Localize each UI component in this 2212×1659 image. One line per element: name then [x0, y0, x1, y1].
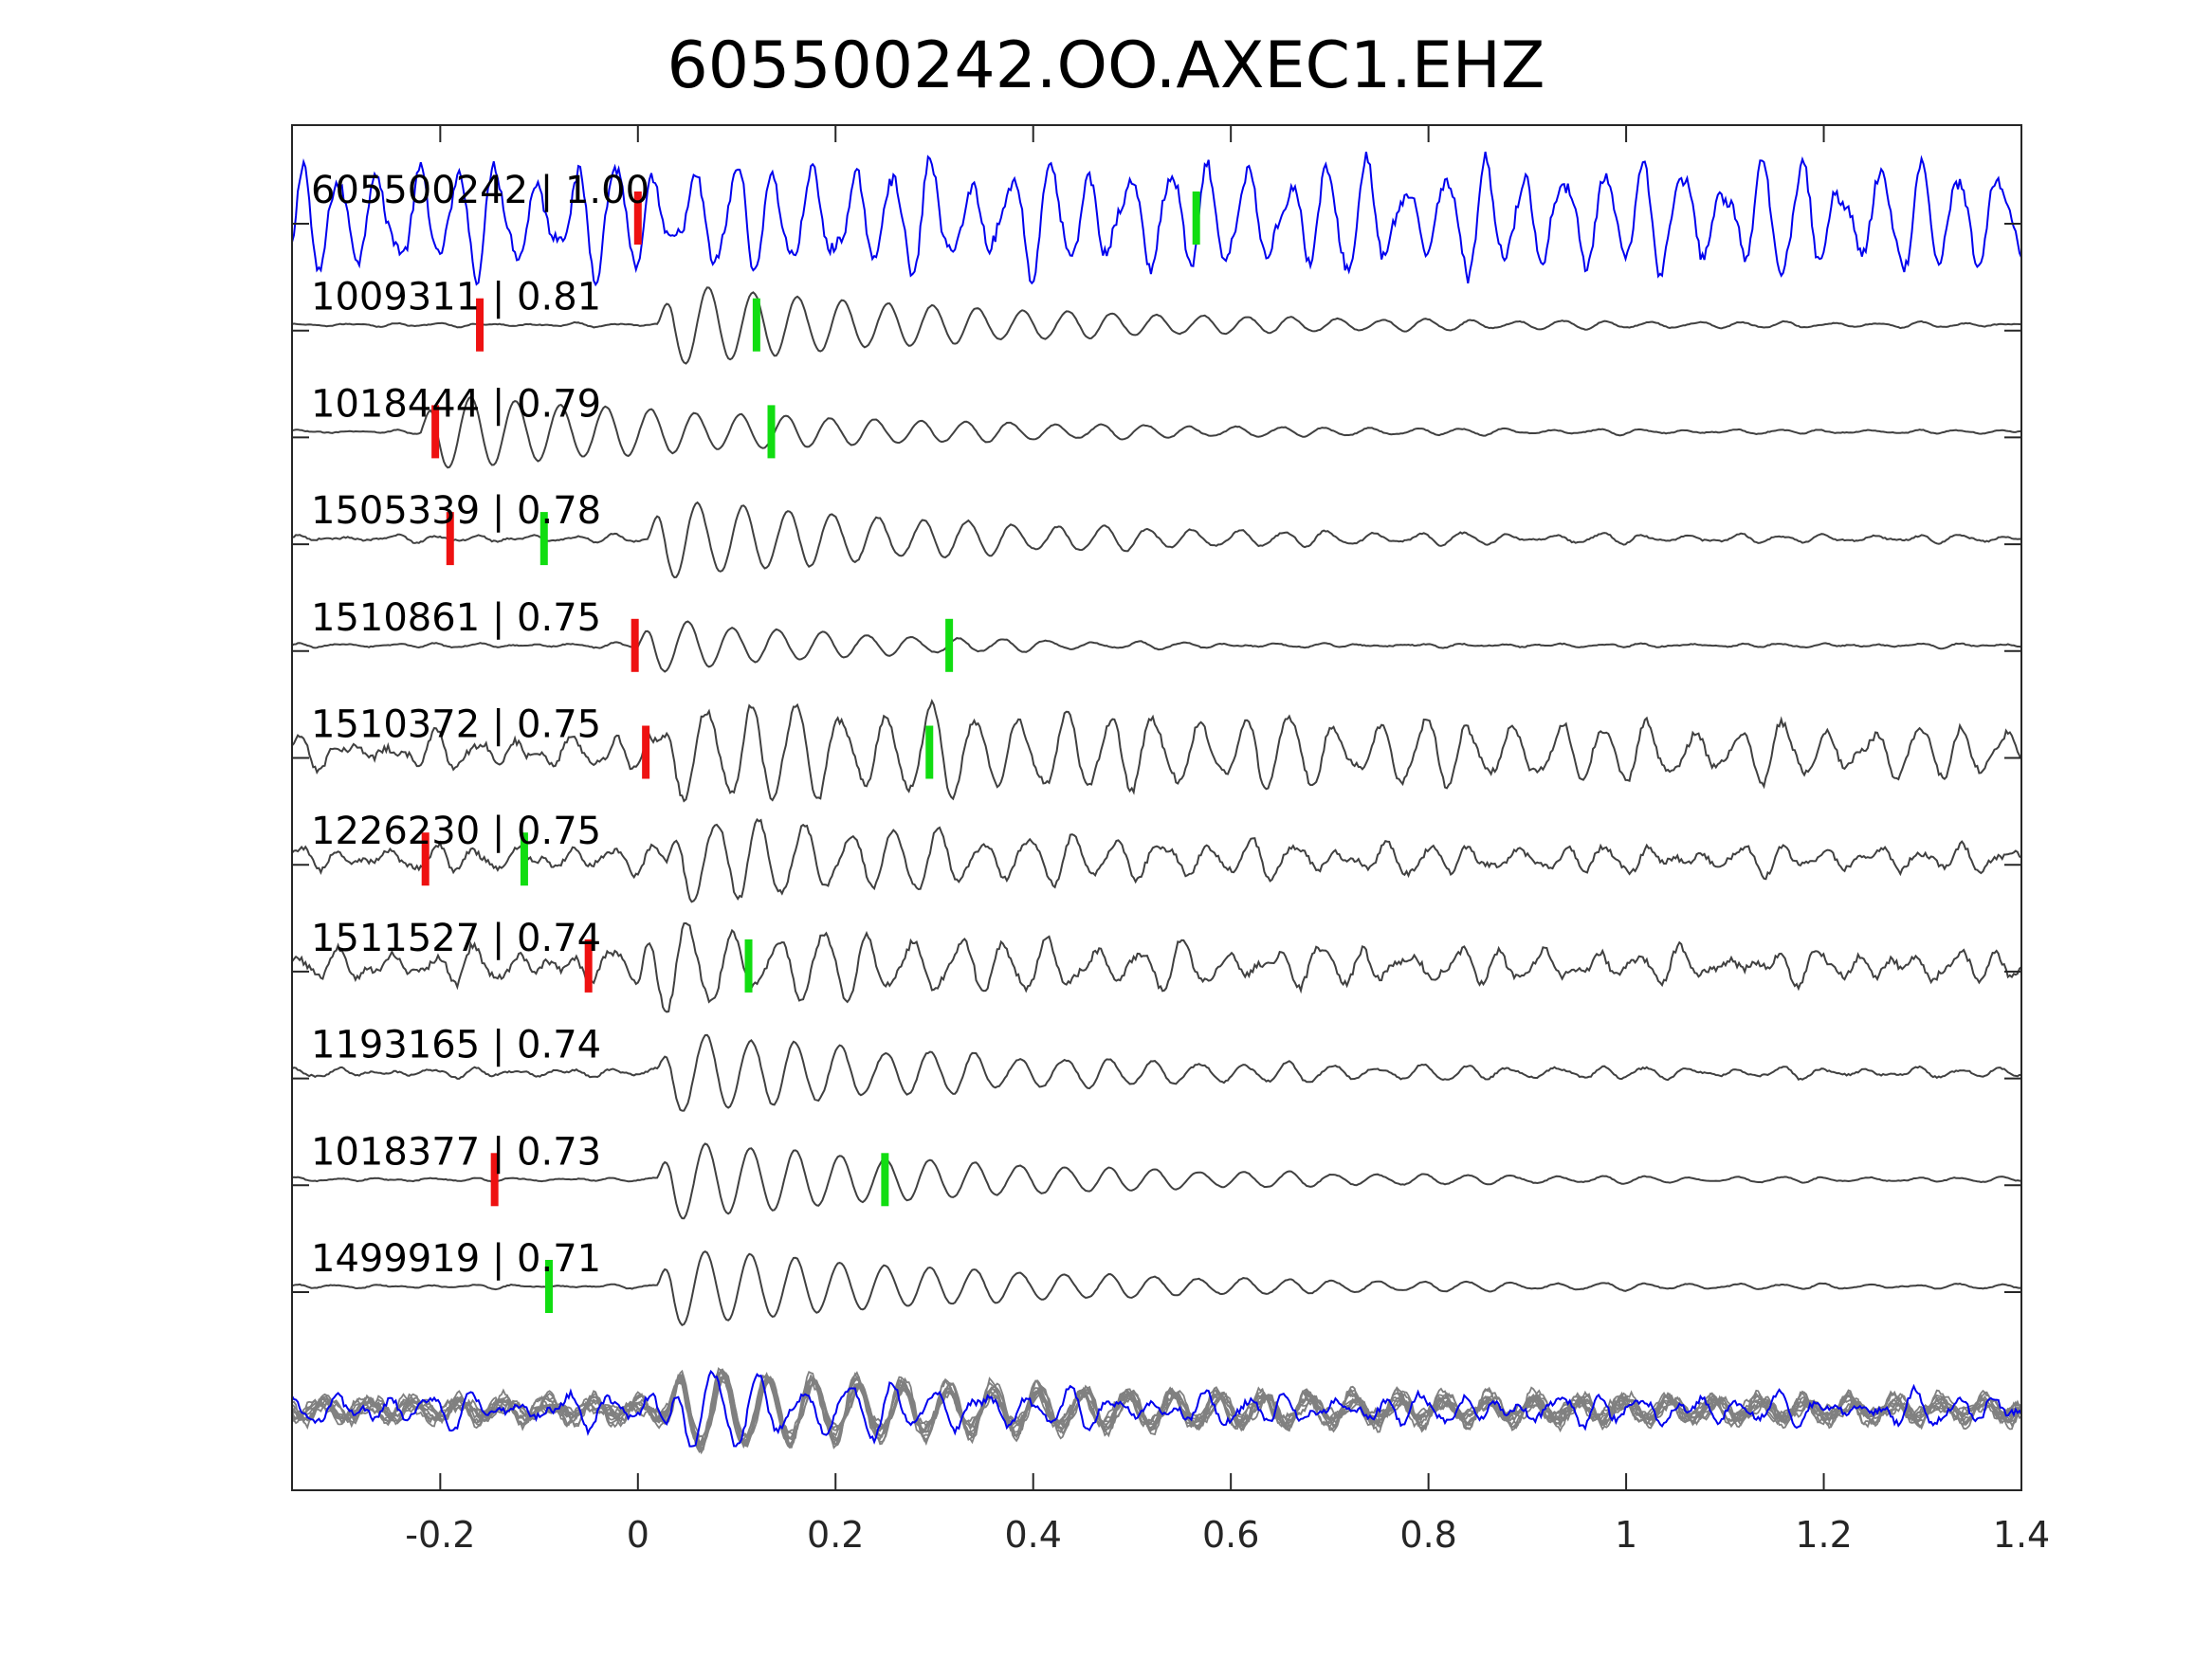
x-tick-label: 0: [627, 1514, 649, 1556]
s-pick-1505339: [539, 512, 548, 566]
s-pick-1018444: [767, 405, 776, 459]
picks-layer: [421, 191, 1200, 1313]
trace-label-1009311: 1009311 | 0.81: [311, 276, 601, 319]
x-tick-label: 0.8: [1399, 1514, 1456, 1556]
y-ticks: [292, 223, 2021, 1293]
p-pick-1510372: [642, 725, 650, 779]
x-tick-label: 0.2: [807, 1514, 864, 1556]
trace-1505339: [291, 501, 2022, 579]
trace-label-1226230: 1226230 | 0.75: [311, 810, 601, 853]
p-pick-1226230: [421, 832, 430, 886]
s-pick-1510861: [945, 618, 954, 672]
trace-label-1499919: 1499919 | 0.71: [311, 1237, 601, 1281]
x-tick-label: 1: [1615, 1514, 1637, 1556]
trace-label-1511527: 1511527 | 0.74: [311, 917, 601, 960]
trace-1510861: [291, 620, 2022, 673]
trace-1193165: [291, 1033, 2022, 1112]
s-pick-1018377: [881, 1153, 889, 1207]
trace-1018444: [291, 395, 2021, 469]
p-pick-1505339: [446, 512, 454, 566]
x-tick-label: -0.2: [405, 1514, 475, 1556]
p-pick-1018377: [490, 1153, 499, 1207]
s-pick-1510372: [925, 725, 934, 779]
p-pick-605500242: [633, 191, 642, 245]
trace-1511527: [291, 921, 2022, 1013]
trace-1499919: [291, 1250, 2022, 1327]
trace-label-1193165: 1193165 | 0.74: [311, 1024, 601, 1067]
axes-box: [291, 124, 2022, 1491]
p-pick-1009311: [476, 298, 484, 352]
trace-1226230: [291, 817, 2022, 903]
trace-1510372: [291, 699, 2022, 803]
s-pick-1226230: [520, 832, 528, 886]
traces-layer: [291, 151, 2022, 1327]
trace-605500242: [291, 151, 2022, 287]
trace-label-1018377: 1018377 | 0.73: [311, 1130, 601, 1174]
trace-1018377: [291, 1142, 2022, 1220]
trace-label-1510861: 1510861 | 0.75: [311, 596, 601, 640]
x-tick-label: 1.4: [1993, 1514, 2050, 1556]
x-axis: -0.2 0 0.2 0.4 0.6 0.8 1 1.2 1.4: [405, 125, 2050, 1556]
trace-1009311: [291, 286, 2022, 365]
p-pick-1018444: [431, 405, 440, 459]
s-pick-1009311: [752, 298, 760, 352]
trace-label-1510372: 1510372 | 0.75: [311, 703, 601, 747]
trace-label-1505339: 1505339 | 0.78: [311, 489, 601, 533]
stack-overlay: [291, 1367, 2022, 1455]
p-pick-1511527: [584, 939, 593, 993]
trace-label-605500242: 605500242 | 1.00: [311, 169, 649, 212]
trace-label-1018444: 1018444 | 0.79: [311, 382, 601, 426]
s-pick-1511527: [744, 939, 753, 993]
s-pick-605500242: [1192, 191, 1200, 245]
x-tick-label: 0.4: [1004, 1514, 1061, 1556]
x-tick-label: 0.6: [1202, 1514, 1259, 1556]
stack-trace-1499919: [291, 1368, 2022, 1455]
chart-title: 605500242.OO.AXEC1.EHZ: [667, 28, 1545, 103]
trace-labels: 605500242 | 1.00 1009311 | 0.81 1018444 | …: [311, 169, 649, 1281]
s-pick-1499919: [544, 1260, 553, 1313]
stack-template-trace: [291, 1369, 2022, 1448]
x-tick-label: 1.2: [1795, 1514, 1852, 1556]
p-pick-1510861: [631, 618, 639, 672]
